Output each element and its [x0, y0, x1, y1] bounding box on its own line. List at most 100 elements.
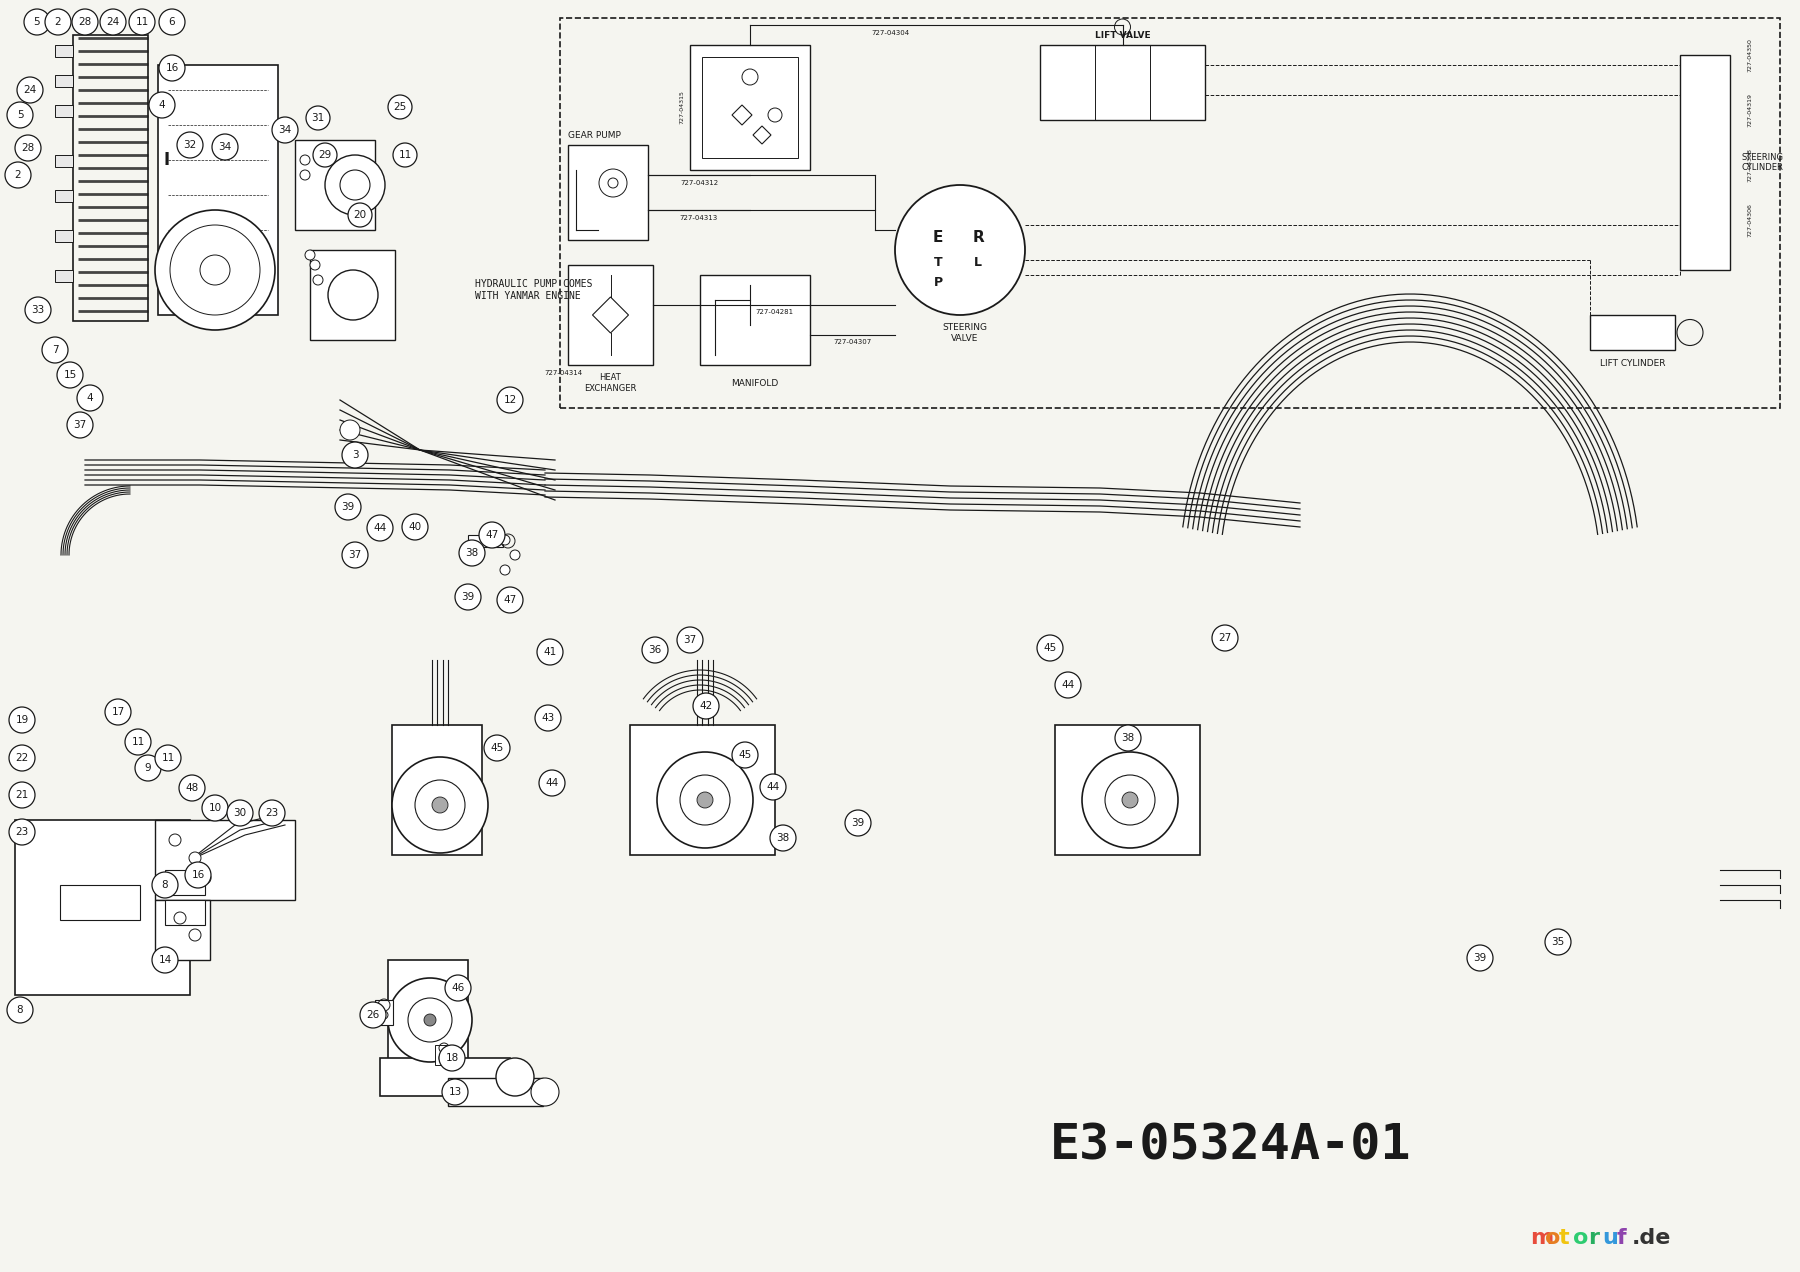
Text: 4: 4: [86, 393, 94, 403]
Circle shape: [697, 792, 713, 808]
Text: 11: 11: [135, 17, 149, 27]
Text: 15: 15: [63, 370, 77, 380]
Circle shape: [200, 873, 211, 884]
Circle shape: [185, 862, 211, 888]
Text: 46: 46: [452, 983, 464, 993]
Bar: [56, 106, 74, 117]
Circle shape: [178, 775, 205, 801]
Bar: [374, 1000, 392, 1025]
Text: 727-04319: 727-04319: [1748, 93, 1753, 127]
Circle shape: [443, 1079, 468, 1105]
Text: 34: 34: [279, 125, 292, 135]
Circle shape: [677, 627, 704, 653]
Bar: [560, 18, 1780, 408]
Circle shape: [326, 155, 385, 215]
Text: f: f: [1616, 1227, 1627, 1248]
Circle shape: [693, 693, 718, 719]
Text: 39: 39: [1474, 953, 1487, 963]
Circle shape: [189, 929, 202, 941]
Text: 44: 44: [373, 523, 387, 533]
Text: 29: 29: [319, 150, 331, 160]
Circle shape: [58, 363, 83, 388]
Text: 45: 45: [1044, 644, 1057, 653]
Circle shape: [389, 95, 412, 120]
Text: T: T: [934, 256, 943, 268]
Circle shape: [7, 997, 32, 1023]
Text: 47: 47: [504, 595, 517, 605]
Circle shape: [392, 757, 488, 854]
Circle shape: [536, 639, 563, 665]
Text: 23: 23: [16, 827, 29, 837]
Circle shape: [155, 210, 275, 329]
Bar: [56, 230, 74, 242]
Circle shape: [158, 55, 185, 81]
Text: .de: .de: [1631, 1227, 1670, 1248]
Circle shape: [301, 155, 310, 165]
Circle shape: [1082, 752, 1177, 848]
Circle shape: [439, 1046, 464, 1071]
Circle shape: [340, 420, 360, 440]
Bar: [1589, 315, 1676, 350]
Text: STEERING
CYLINDER: STEERING CYLINDER: [1742, 153, 1784, 172]
Text: 34: 34: [218, 142, 232, 151]
Circle shape: [432, 798, 448, 813]
Circle shape: [643, 637, 668, 663]
Bar: [166, 870, 205, 895]
Text: 727-04350: 727-04350: [1748, 38, 1753, 73]
Bar: [56, 190, 74, 202]
Circle shape: [1055, 672, 1082, 698]
Text: 27: 27: [1219, 633, 1231, 644]
Bar: [155, 901, 211, 960]
Circle shape: [5, 162, 31, 188]
Circle shape: [770, 826, 796, 851]
Text: 18: 18: [445, 1053, 459, 1063]
Text: 16: 16: [191, 870, 205, 880]
Text: MANIFOLD: MANIFOLD: [731, 379, 779, 388]
Text: 727-04306: 727-04306: [1748, 204, 1753, 237]
Text: 9: 9: [144, 763, 151, 773]
Circle shape: [135, 756, 160, 781]
Circle shape: [151, 946, 178, 973]
Text: 21: 21: [16, 790, 29, 800]
Text: GEAR PUMP: GEAR PUMP: [569, 131, 621, 140]
Circle shape: [1544, 929, 1571, 955]
Text: R: R: [972, 230, 985, 245]
Circle shape: [301, 170, 310, 181]
Text: 24: 24: [23, 85, 36, 95]
Circle shape: [313, 275, 322, 285]
Bar: [392, 725, 482, 855]
Text: u: u: [1602, 1227, 1618, 1248]
Bar: [59, 885, 140, 920]
Circle shape: [149, 92, 175, 118]
Text: 13: 13: [448, 1088, 461, 1096]
Text: P: P: [934, 276, 943, 289]
Text: 24: 24: [106, 17, 119, 27]
Circle shape: [202, 795, 229, 820]
Circle shape: [509, 550, 520, 560]
Circle shape: [176, 132, 203, 158]
Text: 8: 8: [162, 880, 169, 890]
Text: 38: 38: [776, 833, 790, 843]
Bar: [1055, 725, 1201, 855]
Bar: [700, 275, 810, 365]
Bar: [155, 820, 295, 901]
Bar: [56, 270, 74, 282]
Text: 44: 44: [1062, 681, 1075, 689]
Bar: [436, 1046, 454, 1065]
Circle shape: [14, 135, 41, 162]
Bar: [389, 960, 468, 1070]
Circle shape: [25, 296, 50, 323]
Bar: [448, 1077, 544, 1105]
Circle shape: [1037, 635, 1064, 661]
Bar: [380, 1058, 509, 1096]
Text: 26: 26: [367, 1010, 380, 1020]
Text: m: m: [1530, 1227, 1553, 1248]
Text: STEERING
VALVE: STEERING VALVE: [943, 323, 988, 342]
Text: 5: 5: [34, 17, 40, 27]
Circle shape: [189, 852, 202, 864]
Text: HEAT
EXCHANGER: HEAT EXCHANGER: [585, 373, 637, 393]
Circle shape: [9, 782, 34, 808]
Text: t: t: [1559, 1227, 1570, 1248]
Circle shape: [360, 1002, 385, 1028]
Text: 4: 4: [158, 100, 166, 109]
